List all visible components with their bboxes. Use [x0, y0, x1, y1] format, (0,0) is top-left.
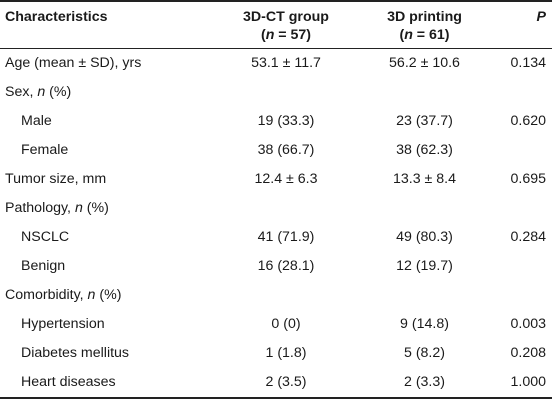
header-3d-printing-n: (n = 61) — [399, 27, 450, 43]
table-row-sex: Sex, n (%) — [0, 77, 552, 106]
table-row-female: Female 38 (66.7) 38 (62.3) — [0, 135, 552, 164]
cell-3d-ct: 2 (3.5) — [216, 367, 356, 399]
row-label: Diabetes mellitus — [21, 344, 130, 361]
cell-3d-ct: 0 (0) — [271, 315, 301, 332]
row-label: Sex, n (%) — [5, 83, 72, 100]
row-label: Hypertension — [21, 315, 105, 332]
row-label: NSCLC — [21, 228, 70, 245]
table-row-benign: Benign 16 (28.1) 12 (19.7) — [0, 251, 552, 280]
cell-3d-printing: 9 (14.8) — [400, 315, 449, 332]
header-characteristics: Characteristics — [0, 0, 216, 49]
cell-p-value: 0.134 — [510, 54, 546, 71]
row-label: Pathology, n (%) — [5, 199, 109, 216]
header-3d-ct-group: 3D-CT group (n = 57) — [216, 0, 356, 49]
cell-3d-printing: 12 (19.7) — [396, 257, 453, 274]
cell-p-value — [493, 251, 552, 280]
cell-3d-printing: 2 (3.3) — [356, 367, 493, 399]
cell-3d-printing: 13.3 ± 8.4 — [392, 170, 456, 187]
cell-3d-ct: 16 (28.1) — [257, 257, 315, 274]
cell-p-value — [493, 77, 552, 106]
cell-p-value: 0.003 — [510, 315, 546, 332]
header-p-value: P — [493, 0, 552, 49]
cell-3d-ct: 38 (66.7) — [257, 141, 315, 158]
cell-3d-ct — [216, 193, 356, 222]
table-row-pathology: Pathology, n (%) — [0, 193, 552, 222]
cell-3d-printing — [356, 193, 493, 222]
cell-3d-printing — [356, 280, 493, 309]
cell-3d-ct — [216, 280, 356, 309]
table-row-tumor-size: Tumor size, mm 12.4 ± 6.3 13.3 ± 8.4 0.6… — [0, 164, 552, 193]
cell-p-value: 0.208 — [510, 344, 546, 361]
cell-p-value — [493, 135, 552, 164]
header-3d-ct-n: (n = 57) — [260, 27, 312, 43]
table-header-row: Characteristics 3D-CT group (n = 57) 3D … — [0, 0, 552, 49]
cell-p-value: 1.000 — [493, 367, 552, 399]
cell-3d-ct: 53.1 ± 11.7 — [251, 54, 321, 71]
cell-p-value: 0.620 — [510, 112, 546, 129]
cell-3d-printing: 56.2 ± 10.6 — [389, 54, 460, 71]
row-label: Tumor size, mm — [5, 170, 107, 187]
table-row-heart-diseases: Heart diseases 2 (3.5) 2 (3.3) 1.000 — [0, 367, 552, 399]
row-label: Age (mean ± SD), yrs — [5, 54, 142, 71]
cell-3d-printing — [356, 77, 493, 106]
header-3d-printing-label: 3D printing — [387, 9, 462, 25]
cell-3d-ct: 41 (71.9) — [257, 228, 315, 245]
cell-3d-printing: 23 (37.7) — [396, 112, 453, 129]
cell-p-value: 0.284 — [510, 228, 546, 245]
row-label: Comorbidity, n (%) — [5, 286, 122, 303]
table-row-comorbidity: Comorbidity, n (%) — [0, 280, 552, 309]
table-row-age: Age (mean ± SD), yrs 53.1 ± 11.7 56.2 ± … — [0, 48, 552, 77]
cell-p-value — [493, 193, 552, 222]
cell-3d-ct: 1 (1.8) — [265, 344, 307, 361]
cell-3d-ct: 12.4 ± 6.3 — [254, 170, 318, 187]
cell-3d-printing: 49 (80.3) — [396, 228, 453, 245]
row-label: Benign — [21, 257, 66, 274]
header-3d-ct-label: 3D-CT group — [243, 9, 329, 25]
cell-3d-printing: 38 (62.3) — [396, 141, 453, 158]
table-row-male: Male 19 (33.3) 23 (37.7) 0.620 — [0, 106, 552, 135]
header-3d-printing-group: 3D printing (n = 61) — [356, 0, 493, 49]
row-label: Heart diseases — [0, 367, 216, 399]
cell-3d-printing: 5 (8.2) — [403, 344, 445, 361]
cell-3d-ct: 19 (33.3) — [257, 112, 315, 129]
table-row-nsclc: NSCLC 41 (71.9) 49 (80.3) 0.284 — [0, 222, 552, 251]
characteristics-table: Characteristics 3D-CT group (n = 57) 3D … — [0, 0, 552, 399]
row-label: Female — [21, 141, 69, 158]
cell-3d-ct — [216, 77, 356, 106]
table-row-diabetes: Diabetes mellitus 1 (1.8) 5 (8.2) 0.208 — [0, 338, 552, 367]
table-row-hypertension: Hypertension 0 (0) 9 (14.8) 0.003 — [0, 309, 552, 338]
row-label: Male — [21, 112, 52, 129]
cell-p-value: 0.695 — [510, 170, 546, 187]
cell-p-value — [493, 280, 552, 309]
